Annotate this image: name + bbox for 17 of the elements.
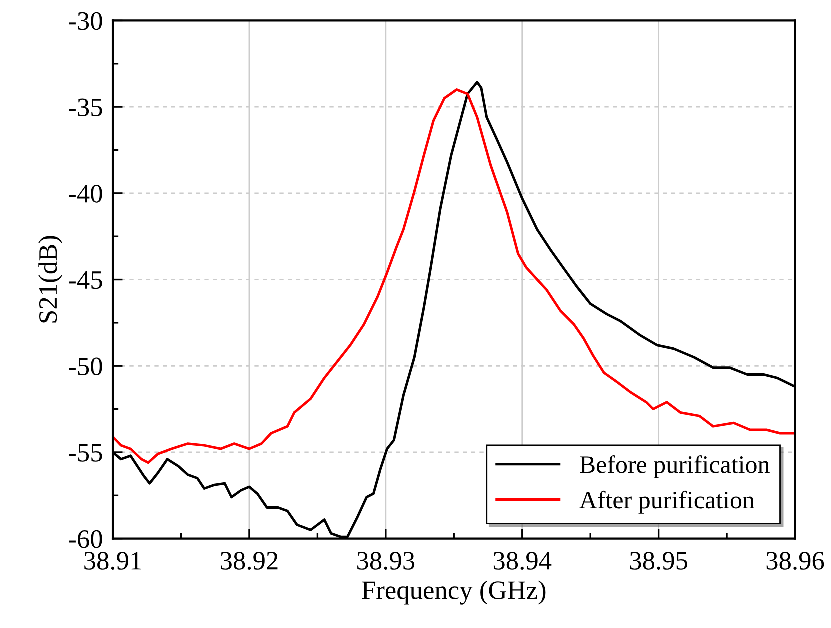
x-tick-label: 38.93 bbox=[357, 552, 415, 570]
x-tick-label: 38.95 bbox=[630, 552, 688, 570]
x-axis-title: Frequency (GHz) bbox=[362, 580, 546, 605]
legend-label: Before purification bbox=[580, 455, 770, 478]
y-tick-label: -35 bbox=[69, 98, 102, 116]
legend-label: After purification bbox=[580, 490, 755, 514]
y-tick-label: -60 bbox=[69, 530, 102, 548]
x-tick-label: 38.92 bbox=[221, 552, 278, 570]
x-tick-label: 38.91 bbox=[84, 552, 142, 570]
x-tick-label: 38.94 bbox=[494, 552, 552, 570]
x-tick-label: 38.96 bbox=[766, 552, 824, 570]
y-tick-label: -30 bbox=[69, 12, 102, 30]
y-tick-label: -45 bbox=[69, 272, 102, 290]
y-tick-label: -50 bbox=[69, 358, 102, 376]
y-axis-title: S21(dB) bbox=[38, 236, 63, 323]
y-tick-label: -40 bbox=[69, 185, 102, 203]
y-tick-label: -55 bbox=[69, 444, 102, 462]
